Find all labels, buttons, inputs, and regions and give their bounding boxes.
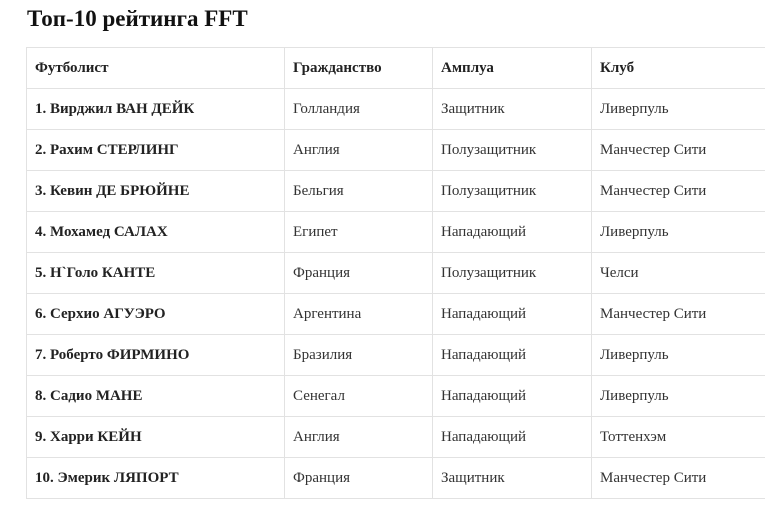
citizenship-cell: Сенегал [284, 375, 433, 417]
table-row: 10. Эмерик ЛЯПОРТ Франция Защитник Манчесте… [26, 457, 765, 499]
citizenship-cell: Бразилия [284, 334, 433, 376]
club-cell: Манчестер Сити [591, 129, 765, 171]
header-position: Амплуа [432, 47, 592, 89]
citizenship-cell: Франция [284, 252, 433, 294]
table-row: 8. Садио МАНЕ Сенегал Нападающий Ливерпуль [26, 375, 765, 417]
club-cell: Челси [591, 252, 765, 294]
header-player: Футболист [26, 47, 285, 89]
club-cell: Манчестер Сити [591, 293, 765, 335]
player-name-cell: 7. Роберто ФИРМИНО [26, 334, 285, 376]
position-cell: Нападающий [432, 293, 592, 335]
header-citizenship: Гражданство [284, 47, 433, 89]
club-cell: Тоттенхэм [591, 416, 765, 458]
position-cell: Защитник [432, 88, 592, 130]
player-name-cell: 3. Кевин ДЕ БРЮЙНЕ [26, 170, 285, 212]
club-cell: Манчестер Сити [591, 457, 765, 499]
player-name-cell: 1. Вирджил ВАН ДЕЙК [26, 88, 285, 130]
citizenship-cell: Бельгия [284, 170, 433, 212]
table-row: 6. Серхио АГУЭРО Аргентина Нападающий Манче… [26, 293, 765, 335]
position-cell: Нападающий [432, 416, 592, 458]
header-club: Клуб [591, 47, 765, 89]
table-row: 2. Рахим СТЕРЛИНГ Англия Полузащитник Манче… [26, 129, 765, 171]
player-name-cell: 2. Рахим СТЕРЛИНГ [26, 129, 285, 171]
page-title: Топ-10 рейтинга FFT [27, 6, 248, 31]
position-cell: Нападающий [432, 211, 592, 253]
table-row: 9. Харри КЕЙН Англия Нападающий Тоттенхэм [26, 416, 765, 458]
player-name-cell: 10. Эмерик ЛЯПОРТ [26, 457, 285, 499]
citizenship-cell: Англия [284, 416, 433, 458]
table-header-row: Футболист Гражданство Амплуа Клуб [26, 47, 765, 89]
club-cell: Ливерпуль [591, 375, 765, 417]
position-cell: Защитник [432, 457, 592, 499]
table-row: 7. Роберто ФИРМИНО Бразилия Нападающий Ливе… [26, 334, 765, 376]
club-cell: Ливерпуль [591, 334, 765, 376]
citizenship-cell: Англия [284, 129, 433, 171]
position-cell: Полузащитник [432, 129, 592, 171]
citizenship-cell: Франция [284, 457, 433, 499]
player-name-cell: 8. Садио МАНЕ [26, 375, 285, 417]
club-cell: Ливерпуль [591, 211, 765, 253]
player-name-cell: 4. Мохамед САЛАХ [26, 211, 285, 253]
citizenship-cell: Аргентина [284, 293, 433, 335]
position-cell: Полузащитник [432, 170, 592, 212]
citizenship-cell: Голландия [284, 88, 433, 130]
table-row: 1. Вирджил ВАН ДЕЙК Голландия Защитник Ливе… [26, 88, 765, 130]
position-cell: Нападающий [432, 334, 592, 376]
table-row: 3. Кевин ДЕ БРЮЙНЕ Бельгия Полузащитник Ман… [26, 170, 765, 212]
position-cell: Нападающий [432, 375, 592, 417]
player-name-cell: 9. Харри КЕЙН [26, 416, 285, 458]
citizenship-cell: Египет [284, 211, 433, 253]
table-row: 4. Мохамед САЛАХ Египет Нападающий Ливерпул… [26, 211, 765, 253]
rating-table: Футболист Гражданство Амплуа Клуб 1. Вир… [26, 47, 765, 499]
player-name-cell: 6. Серхио АГУЭРО [26, 293, 285, 335]
player-name-cell: 5. Н`Голо КАНТЕ [26, 252, 285, 294]
club-cell: Манчестер Сити [591, 170, 765, 212]
table-row: 5. Н`Голо КАНТЕ Франция Полузащитник Челси [26, 252, 765, 294]
club-cell: Ливерпуль [591, 88, 765, 130]
position-cell: Полузащитник [432, 252, 592, 294]
